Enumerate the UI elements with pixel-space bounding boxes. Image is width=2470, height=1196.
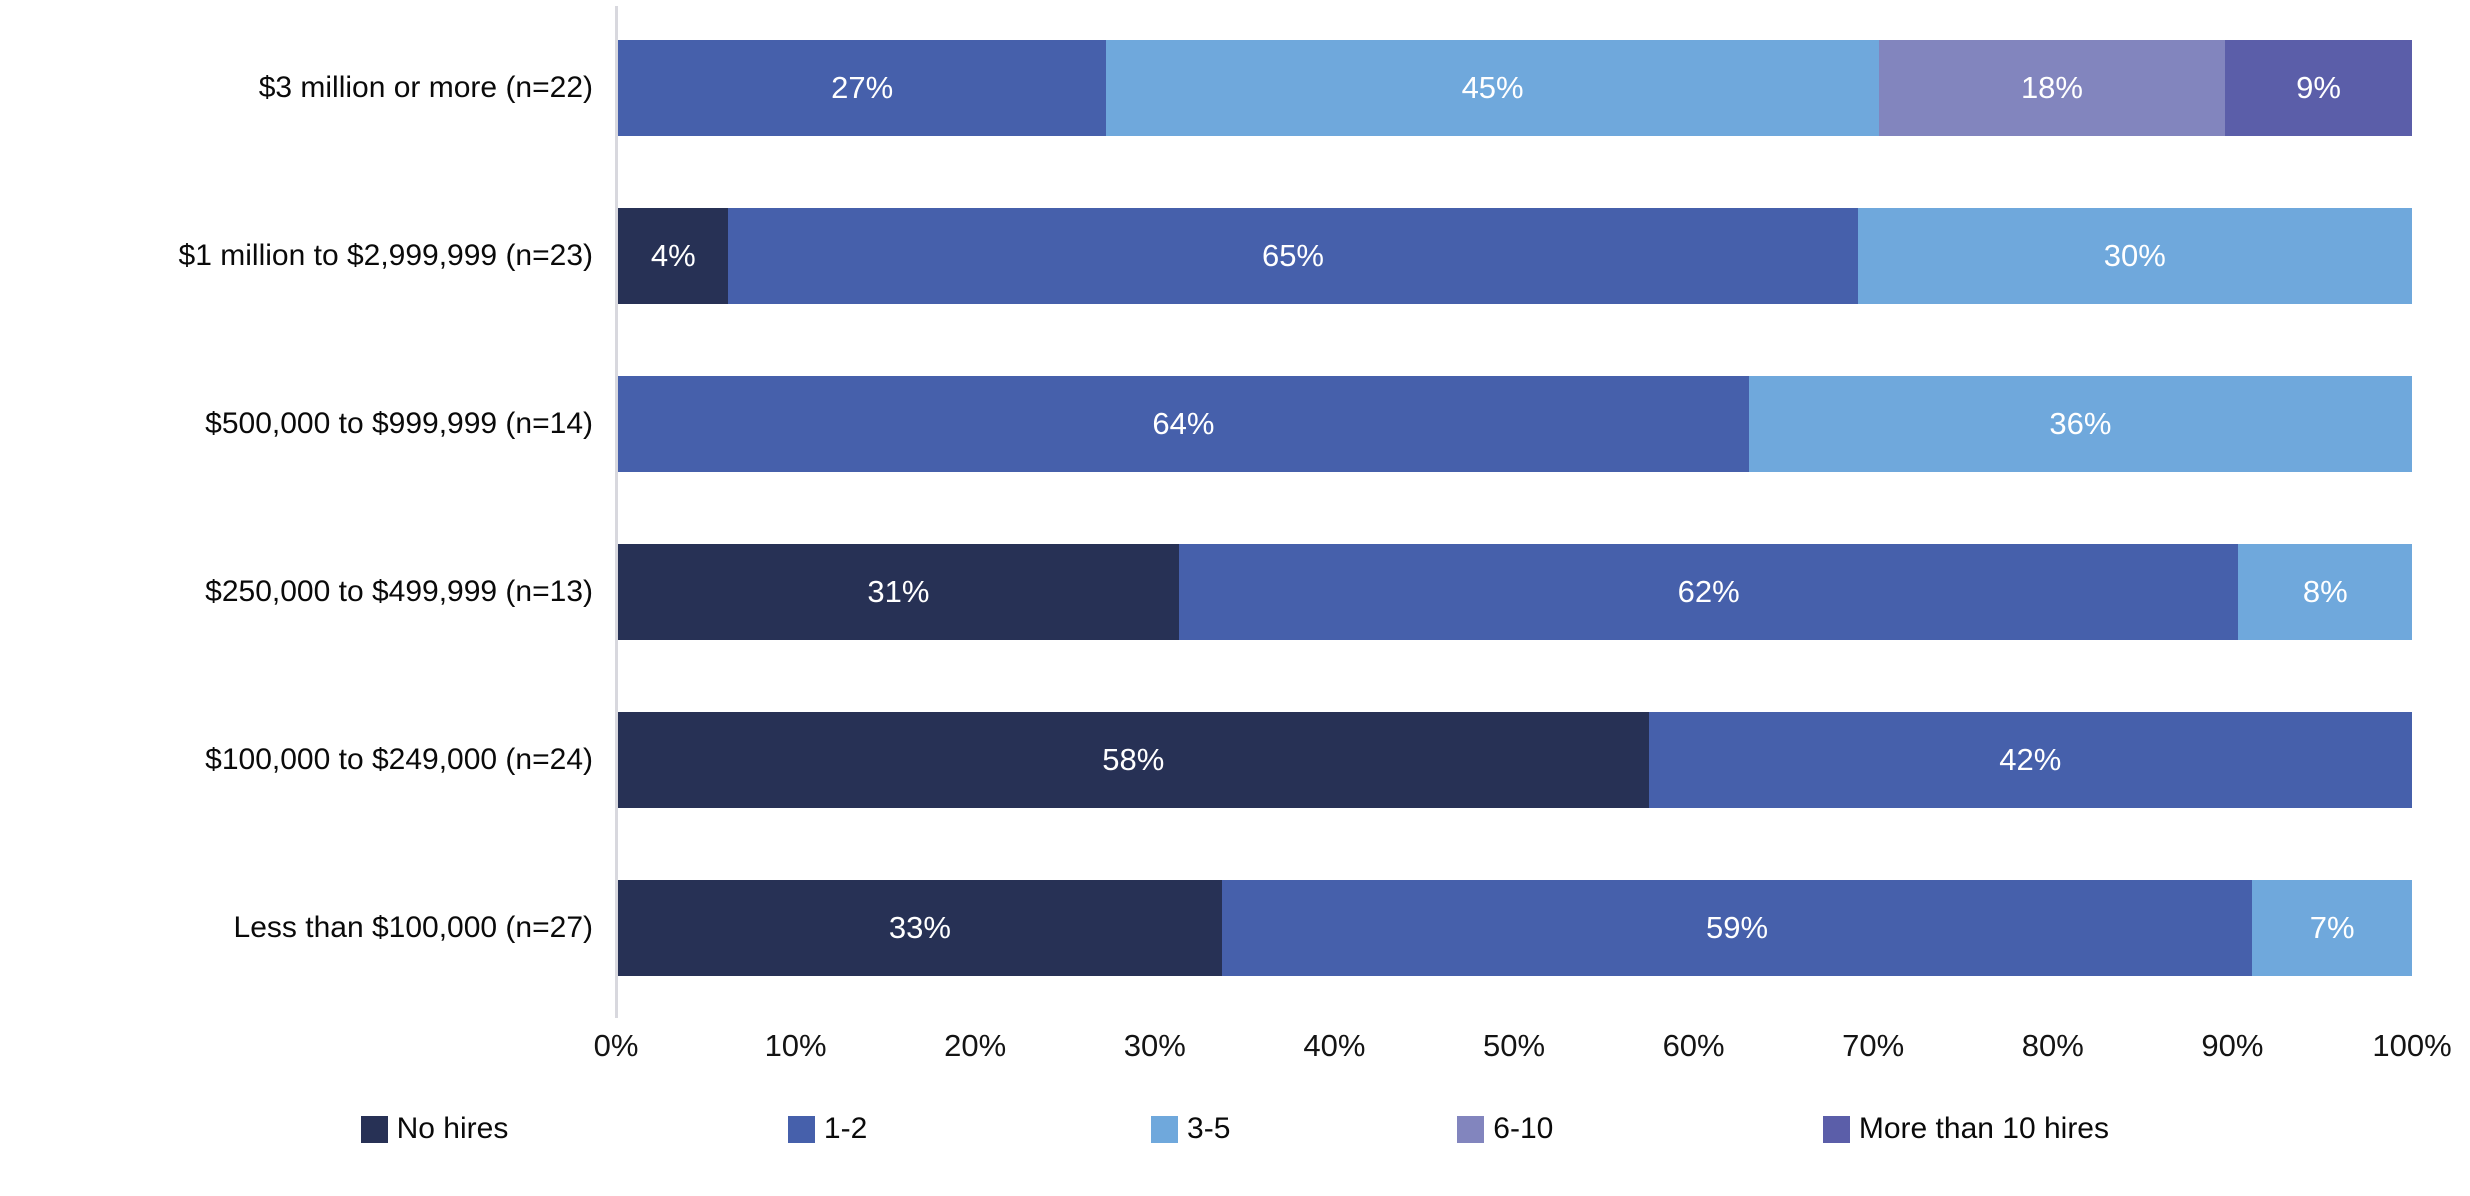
legend-label: 3-5 (1187, 1112, 1231, 1145)
bar-value-label: 45% (1461, 70, 1524, 105)
x-tick-label: 0% (593, 1028, 639, 1063)
bar-segment-1-2: 42% (1648, 712, 2412, 808)
bar-value-label: 42% (1999, 742, 2062, 777)
stacked-bar: 58% 42% (618, 712, 2412, 808)
bar-segment-3-5: 36% (1748, 376, 2412, 472)
x-tick-label: 100% (2372, 1028, 2452, 1063)
chart-row: $100,000 to $249,000 (n=24) 58% 42% (0, 676, 2412, 844)
bar-value-label: 31% (867, 574, 930, 609)
bar-segment-1-2: 27% (618, 40, 1107, 136)
x-tick-label: 80% (2021, 1028, 2084, 1063)
x-tick-label: 30% (1123, 1028, 1186, 1063)
bar-segment-3-5: 8% (2238, 544, 2412, 640)
legend-item-1-2: 1-2 (787, 1112, 868, 1146)
rows: $3 million or more (n=22) 27% 45% 18% 9% $1 m… (0, 4, 2412, 1012)
bar-segment-1-2: 62% (1178, 544, 2239, 640)
legend-swatch-icon (787, 1115, 815, 1143)
bar-value-label: 9% (2296, 70, 2341, 105)
bar-segment-no-hires: 31% (618, 544, 1179, 640)
bar-value-label: 64% (1152, 406, 1215, 441)
bar-value-label: 62% (1677, 574, 1740, 609)
legend-swatch-icon (1151, 1115, 1179, 1143)
legend-label: More than 10 hires (1858, 1112, 2109, 1145)
bar-value-label: 59% (1705, 910, 1769, 945)
x-tick-label: 90% (2201, 1028, 2264, 1063)
bar-value-label: 18% (2020, 70, 2083, 105)
category-label: $100,000 to $249,000 (n=24) (205, 743, 593, 776)
bar-segment-no-hires: 4% (618, 208, 729, 304)
x-tick-label: 10% (764, 1028, 827, 1063)
chart-row: Less than $100,000 (n=27) 33% 59% 7% (0, 844, 2412, 1012)
category-label: $500,000 to $999,999 (n=14) (205, 407, 593, 440)
chart-row: $1 million to $2,999,999 (n=23) 4% 65% 30% (0, 172, 2412, 340)
stacked-bar: 4% 65% 30% (618, 208, 2412, 304)
legend-label: 1-2 (823, 1112, 868, 1145)
bar-segment-6-10: 18% (1878, 40, 2226, 136)
legend-label: No hires (396, 1112, 509, 1145)
bar-value-label: 7% (2309, 910, 2355, 945)
bar-segment-more-than-10-hires: 9% (2225, 40, 2412, 136)
bar-segment-1-2: 65% (728, 208, 1858, 304)
bar-segment-3-5: 30% (1857, 208, 2412, 304)
bar-segment-3-5: 7% (2252, 880, 2412, 976)
bar-value-label: 58% (1102, 742, 1165, 777)
category-label: $3 million or more (n=22) (258, 71, 593, 104)
x-axis: 0% 10% 20% 30% 40% 50% 60% 70% 80% 90% 100% (594, 1022, 2452, 1072)
y-axis-line (615, 6, 618, 1018)
chart-row: $3 million or more (n=22) 27% 45% 18% 9% (0, 4, 2412, 172)
bar-value-label: 27% (831, 70, 894, 105)
bar-segment-1-2: 64% (618, 376, 1749, 472)
category-label: Less than $100,000 (n=27) (233, 911, 593, 944)
category-label: $1 million to $2,999,999 (n=23) (178, 239, 593, 272)
bar-segment-3-5: 45% (1106, 40, 1879, 136)
legend-item-no-hires: No hires (360, 1112, 509, 1146)
bar-segment-no-hires: 33% (618, 880, 1222, 976)
bar-value-label: 33% (888, 910, 951, 945)
stacked-bar: 33% 59% 7% (618, 880, 2412, 976)
stacked-bar: 64% 36% (618, 376, 2412, 472)
x-tick-label: 60% (1662, 1028, 1725, 1063)
chart-row: $500,000 to $999,999 (n=14) 64% 36% (0, 340, 2412, 508)
bar-segment-no-hires: 58% (618, 712, 1649, 808)
category-label: $250,000 to $499,999 (n=13) (205, 575, 593, 608)
bar-value-label: 36% (2049, 406, 2112, 441)
bar-value-label: 65% (1261, 238, 1324, 273)
legend: No hires 1-2 3-5 6-10 More than 10 hires (0, 1112, 2470, 1176)
bar-value-label: 8% (2302, 574, 2348, 609)
stacked-bar: 27% 45% 18% 9% (618, 40, 2412, 136)
x-tick-label: 20% (944, 1028, 1007, 1063)
legend-swatch-icon (1822, 1115, 1850, 1143)
bar-value-label: 30% (2103, 238, 2166, 273)
legend-item-3-5: 3-5 (1151, 1112, 1230, 1146)
legend-label: 6-10 (1493, 1112, 1554, 1145)
x-tick-label: 50% (1482, 1028, 1546, 1063)
legend-item-more-than-10-hires: More than 10 hires (1822, 1112, 2109, 1146)
stacked-bar: 31% 62% 8% (618, 544, 2412, 640)
legend-swatch-icon (1457, 1115, 1485, 1143)
legend-item-6-10: 6-10 (1457, 1112, 1553, 1146)
bar-segment-1-2: 59% (1221, 880, 2253, 976)
x-tick-label: 70% (1842, 1028, 1905, 1063)
bar-value-label: 4% (650, 238, 696, 273)
chart-row: $250,000 to $499,999 (n=13) 31% 62% 8% (0, 508, 2412, 676)
x-tick-label: 40% (1303, 1028, 1366, 1063)
legend-swatch-icon (360, 1115, 388, 1143)
